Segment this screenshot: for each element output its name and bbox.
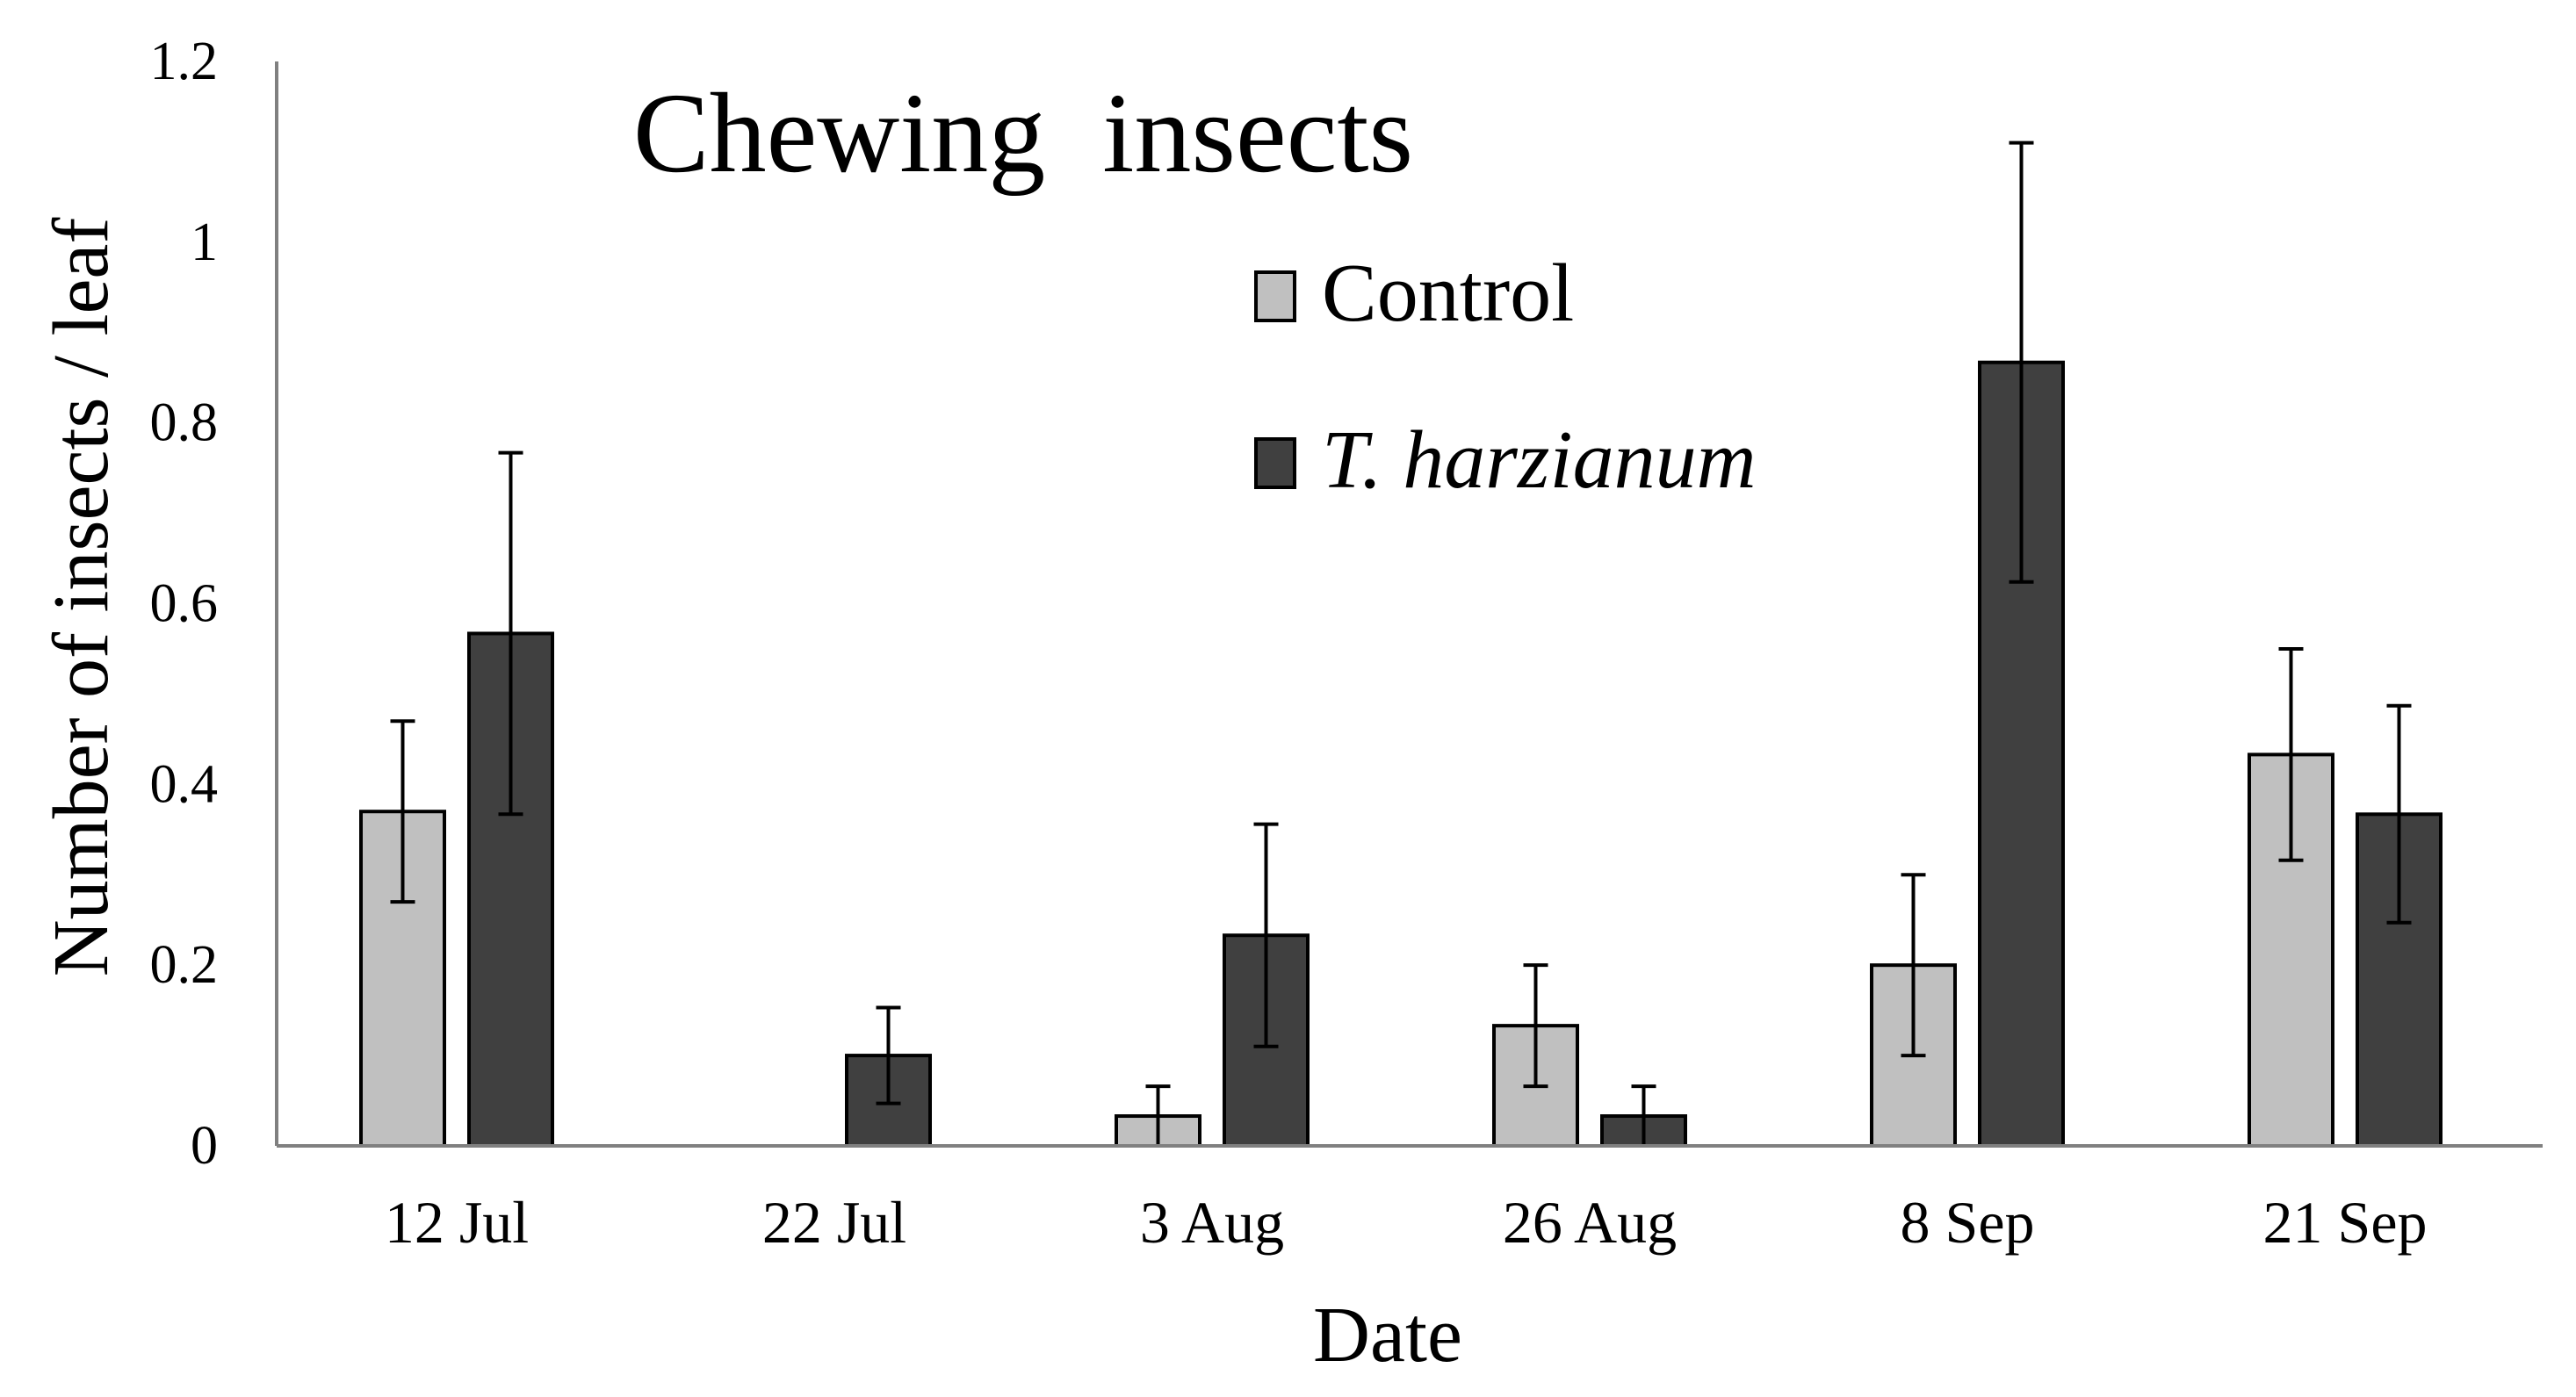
legend: Control T. harzianum — [1254, 248, 1756, 506]
x-tick-label: 26 Aug — [1503, 1189, 1677, 1256]
error-bars-layer — [390, 140, 2412, 1148]
x-axis-title: Date — [1313, 1292, 1462, 1379]
y-axis-title: Number of insects / leaf — [38, 218, 125, 977]
y-tick-label: 1 — [191, 212, 218, 272]
x-tick-label: 21 Sep — [2263, 1189, 2428, 1256]
y-tick-label: 0.4 — [150, 754, 219, 814]
x-tick-label: 22 Jul — [762, 1189, 906, 1256]
y-tick-label: 0.2 — [150, 935, 219, 995]
legend-label-control: Control — [1322, 248, 1574, 339]
y-tick-label: 0.8 — [150, 393, 219, 453]
y-tick-label: 0.6 — [150, 574, 219, 634]
x-tick-label: 8 Sep — [1901, 1189, 2035, 1256]
legend-swatch-control — [1254, 270, 1296, 322]
x-tick-label: 12 Jul — [385, 1189, 529, 1256]
chart-title: Chewing insects — [633, 70, 1413, 197]
x-tick-label: 3 Aug — [1140, 1189, 1284, 1256]
y-tick-label: 1.2 — [150, 32, 219, 91]
y-tick-label: 0 — [191, 1116, 218, 1176]
legend-swatch-t-harzianum — [1254, 437, 1296, 489]
tick-labels-layer: 0 0.2 0.4 0.6 0.8 1 1.2 12 Jul 22 Jul 3 Aug 26 Aug… — [150, 32, 2428, 1256]
legend-label-t-harzianum: T. harzianum — [1322, 414, 1756, 506]
axes-layer — [275, 61, 2543, 1148]
